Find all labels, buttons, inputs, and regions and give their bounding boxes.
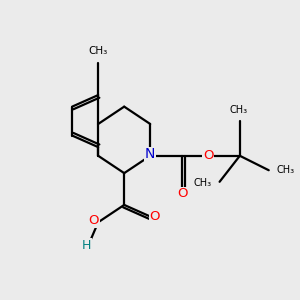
Text: CH₃: CH₃ bbox=[229, 105, 248, 115]
Text: N: N bbox=[145, 147, 155, 161]
Text: O: O bbox=[88, 214, 99, 227]
Text: H: H bbox=[82, 239, 91, 252]
Text: CH₃: CH₃ bbox=[194, 178, 211, 188]
Text: O: O bbox=[177, 188, 187, 200]
Text: O: O bbox=[203, 149, 213, 162]
Text: CH₃: CH₃ bbox=[88, 46, 108, 56]
Text: CH₃: CH₃ bbox=[277, 165, 295, 175]
Text: O: O bbox=[149, 210, 160, 223]
